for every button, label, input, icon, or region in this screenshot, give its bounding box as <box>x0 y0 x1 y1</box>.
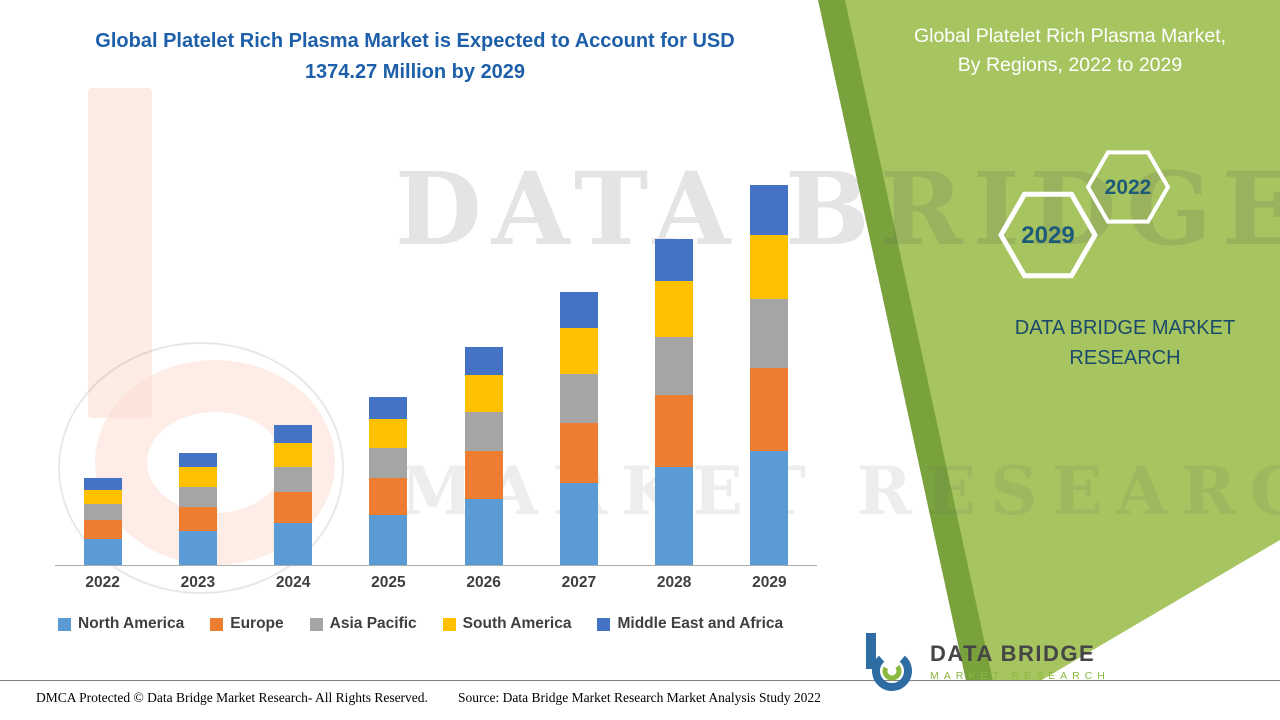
bar-segment <box>464 375 503 413</box>
bar-segment <box>369 447 408 478</box>
badge-year-2029: 2029 <box>1021 222 1074 249</box>
legend-swatch <box>309 617 323 631</box>
bar-segment <box>274 466 313 493</box>
bar-segment <box>274 424 313 444</box>
legend-swatch <box>442 617 456 631</box>
legend-swatch <box>597 617 611 631</box>
legend-label: North America <box>78 615 185 632</box>
chart-legend: North America Europe Asia Pacific South Ame… <box>58 615 783 633</box>
bar-segment <box>559 292 598 328</box>
bar-segment <box>750 451 789 565</box>
bar-segment <box>178 467 217 487</box>
bar-segment <box>464 499 503 565</box>
bar-segment <box>464 412 503 452</box>
data-bridge-logo-icon <box>866 633 912 691</box>
watermark-text-market-research: MARKET RESEARCH <box>400 452 1280 530</box>
bar-segment <box>369 397 408 420</box>
bar-segment <box>178 486 217 507</box>
x-tick-label: 2026 <box>466 574 501 591</box>
bar-column <box>274 424 313 565</box>
bar-segment <box>655 395 694 468</box>
bar-segment <box>655 238 694 282</box>
legend-item: Middle East and Africa <box>597 615 783 633</box>
bar-segment <box>559 483 598 565</box>
logo-name: DATA BRIDGE <box>930 640 1096 666</box>
bar-segment <box>369 419 408 448</box>
hexagon-2029 <box>998 191 1098 279</box>
bar-segment <box>178 506 217 532</box>
bar-segment <box>274 522 313 565</box>
bar-segment <box>83 489 122 505</box>
bar-column <box>464 346 503 565</box>
x-tick-label: 2027 <box>561 574 597 591</box>
panel-title: Global Platelet Rich Plasma Market, By R… <box>913 25 1227 77</box>
bar-segment <box>83 539 122 565</box>
bar-segment <box>178 452 217 468</box>
bar-segment <box>655 336 694 396</box>
bar-segment <box>369 514 408 565</box>
legend-item: South America <box>442 615 572 633</box>
legend-label: Middle East and Africa <box>617 615 784 632</box>
bar-segment <box>464 346 503 376</box>
bars-area <box>55 178 817 566</box>
bar-column <box>178 452 217 565</box>
legend-label: Europe <box>230 615 284 632</box>
brand-text: DATA BRIDGE MARKET RESEARCH <box>1014 317 1236 369</box>
bar-segment <box>750 234 789 300</box>
bar-column <box>750 185 789 565</box>
x-tick-label: 2028 <box>656 574 692 591</box>
chart-title: Global Platelet Rich Plasma Market is Ex… <box>95 30 735 83</box>
bar-segment <box>274 492 313 523</box>
legend-label: Asia Pacific <box>329 615 417 632</box>
legend-item: Europe <box>210 615 284 633</box>
x-tick-label: 2029 <box>752 574 787 591</box>
bar-column <box>369 397 408 565</box>
bar-segment <box>750 367 789 452</box>
bar-segment <box>83 478 122 490</box>
bar-segment <box>655 281 694 337</box>
badge-year-2022: 2022 <box>1105 176 1152 199</box>
bar-column <box>559 292 598 565</box>
footer: DMCA Protected © Data Bridge Market Rese… <box>0 680 1280 720</box>
bar-segment <box>750 299 789 368</box>
source-note: Source: Data Bridge Market Research Mark… <box>458 690 821 705</box>
legend-swatch <box>58 617 71 631</box>
x-tick-label: 2025 <box>371 574 406 591</box>
legend-swatch <box>210 617 224 631</box>
x-axis-labels: 2022 2023 2024 2025 2026 2027 2028 2029 <box>55 574 817 592</box>
bar-segment <box>559 327 598 375</box>
bar-column <box>655 238 694 565</box>
company-logo: DATA BRIDGE MARKET RESEARCH <box>862 630 1110 692</box>
x-tick-label: 2024 <box>275 574 311 591</box>
bar-segment <box>83 519 122 540</box>
legend-label: South America <box>462 615 572 632</box>
bar-segment <box>369 477 408 515</box>
bar-segment <box>750 185 789 235</box>
bar-segment <box>178 531 217 565</box>
watermark-text-data-bridge: DATA BRIDGE <box>395 150 1280 268</box>
legend-item: Asia Pacific <box>309 615 417 633</box>
bar-segment <box>274 443 313 467</box>
legend-item: North America <box>58 615 184 633</box>
hexagon-2022 <box>1085 150 1171 224</box>
bar-segment <box>559 374 598 424</box>
bar-segment <box>655 467 694 565</box>
watermark-ring-outline <box>58 342 344 594</box>
x-tick-label: 2023 <box>180 574 216 591</box>
bar-segment <box>83 504 122 520</box>
year-badges: 2029 2022 <box>998 150 1171 279</box>
bar-segment <box>559 423 598 484</box>
bar-segment <box>464 451 503 500</box>
logo-subname: MARKET RESEARCH <box>930 669 1110 682</box>
x-tick-label: 2022 <box>85 574 120 591</box>
dmca-notice: DMCA Protected © Data Bridge Market Rese… <box>36 690 428 705</box>
bar-column <box>83 478 122 565</box>
